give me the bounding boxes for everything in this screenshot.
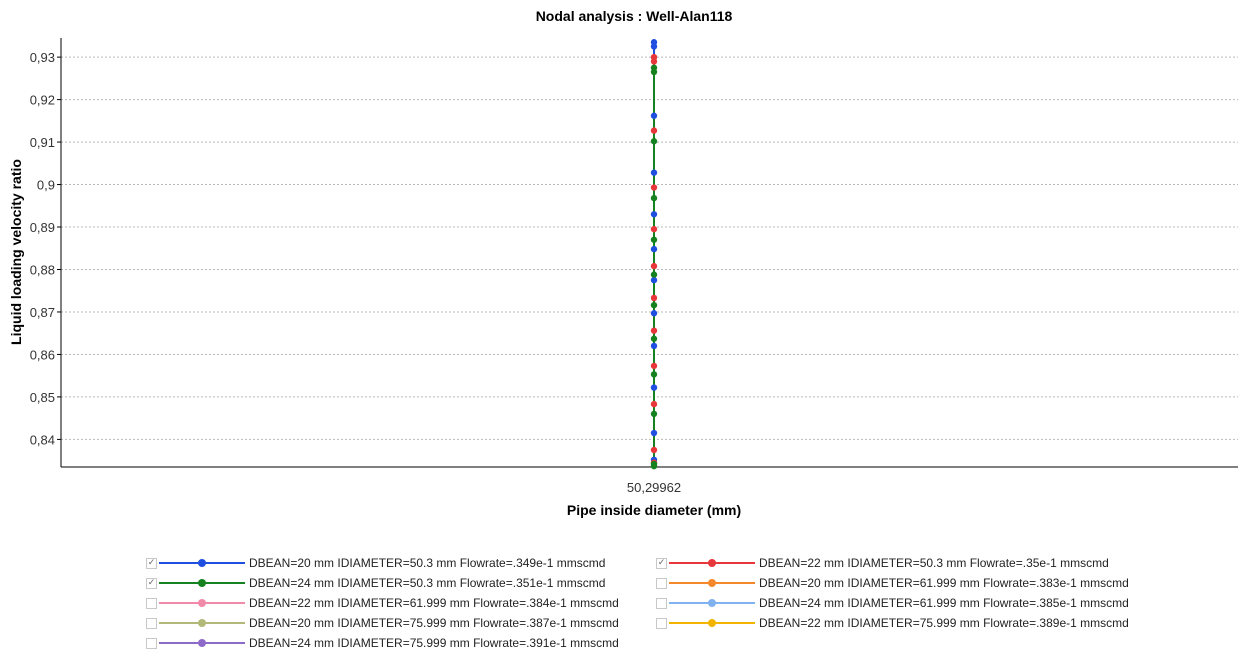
data-point bbox=[650, 400, 658, 408]
data-point bbox=[650, 112, 658, 119]
data-point bbox=[650, 446, 658, 454]
legend-item[interactable]: DBEAN=22 mm IDIAMETER=61.999 mm Flowrate… bbox=[146, 596, 656, 610]
legend-row: DBEAN=20 mm IDIAMETER=75.999 mm Flowrate… bbox=[146, 613, 1146, 633]
data-point bbox=[650, 327, 658, 334]
legend-item[interactable]: DBEAN=20 mm IDIAMETER=75.999 mm Flowrate… bbox=[146, 616, 656, 630]
checkbox-empty-icon[interactable] bbox=[656, 597, 667, 609]
legend: ✓ DBEAN=20 mm IDIAMETER=50.3 mm Flowrate=… bbox=[146, 553, 1146, 653]
legend-item[interactable]: DBEAN=24 mm IDIAMETER=61.999 mm Flowrate… bbox=[656, 596, 1146, 610]
data-point bbox=[650, 429, 658, 437]
data-point bbox=[650, 236, 658, 243]
y-tick-label: 0,91 bbox=[30, 135, 55, 150]
data-point bbox=[650, 211, 658, 218]
legend-item[interactable]: ✓ DBEAN=22 mm IDIAMETER=50.3 mm Flowrate=… bbox=[656, 556, 1146, 570]
legend-label: DBEAN=22 mm IDIAMETER=50.3 mm Flowrate=.… bbox=[759, 556, 1109, 570]
y-tick-label: 0,88 bbox=[30, 262, 55, 277]
data-point bbox=[650, 184, 658, 191]
legend-label: DBEAN=24 mm IDIAMETER=61.999 mm Flowrate… bbox=[759, 596, 1129, 610]
checkbox-empty-icon[interactable] bbox=[146, 617, 157, 629]
legend-label: DBEAN=22 mm IDIAMETER=61.999 mm Flowrate… bbox=[249, 596, 619, 610]
x-tick-label: 50,29962 bbox=[627, 480, 681, 495]
legend-label: DBEAN=22 mm IDIAMETER=75.999 mm Flowrate… bbox=[759, 616, 1129, 630]
data-point bbox=[650, 410, 658, 418]
x-axis-label: Pipe inside diameter (mm) bbox=[567, 502, 741, 518]
data-point bbox=[650, 58, 658, 65]
checkbox-empty-icon[interactable] bbox=[656, 617, 667, 629]
legend-row: DBEAN=24 mm IDIAMETER=75.999 mm Flowrate… bbox=[146, 633, 1146, 653]
y-tick-label: 0,89 bbox=[30, 220, 55, 235]
checkbox-checked-icon[interactable]: ✓ bbox=[146, 557, 157, 569]
data-point bbox=[650, 245, 658, 253]
legend-label: DBEAN=24 mm IDIAMETER=75.999 mm Flowrate… bbox=[249, 636, 619, 650]
legend-swatch-icon bbox=[159, 577, 245, 589]
data-point bbox=[650, 335, 658, 342]
legend-label: DBEAN=20 mm IDIAMETER=61.999 mm Flowrate… bbox=[759, 576, 1129, 590]
data-point bbox=[650, 43, 658, 50]
data-point bbox=[650, 262, 658, 270]
legend-swatch-icon bbox=[669, 557, 755, 569]
data-point bbox=[650, 68, 658, 76]
gridlines bbox=[61, 56, 1238, 440]
data-point bbox=[650, 271, 658, 278]
legend-swatch-icon bbox=[669, 617, 755, 629]
data-point bbox=[650, 194, 658, 202]
y-tick-label: 0,93 bbox=[30, 50, 55, 65]
legend-swatch-icon bbox=[159, 617, 245, 629]
checkbox-checked-icon[interactable]: ✓ bbox=[656, 557, 667, 569]
y-tick-label: 0,92 bbox=[30, 93, 55, 108]
legend-swatch-icon bbox=[669, 597, 755, 609]
data-point bbox=[650, 225, 658, 233]
data-point bbox=[650, 362, 658, 370]
legend-item[interactable]: ✓ DBEAN=20 mm IDIAMETER=50.3 mm Flowrate=… bbox=[146, 556, 656, 570]
legend-item[interactable]: DBEAN=24 mm IDIAMETER=75.999 mm Flowrate… bbox=[146, 636, 656, 650]
data-point bbox=[650, 342, 658, 350]
data-point bbox=[650, 310, 658, 317]
legend-item[interactable]: DBEAN=22 mm IDIAMETER=75.999 mm Flowrate… bbox=[656, 616, 1146, 630]
y-axis-label: Liquid loading velocity ratio bbox=[8, 159, 24, 345]
data-point bbox=[650, 301, 658, 309]
y-tick-label: 0,86 bbox=[30, 347, 55, 362]
data-point bbox=[650, 371, 658, 378]
y-tick-label: 0,9 bbox=[37, 178, 55, 193]
chart-plot: Nodal analysis : Well-Alan118 Liquid loa… bbox=[8, 8, 1238, 518]
y-tick-label: 0,85 bbox=[30, 390, 55, 405]
legend-item[interactable]: DBEAN=20 mm IDIAMETER=61.999 mm Flowrate… bbox=[656, 576, 1146, 590]
y-axis-ticks: 0,84 0,85 0,86 0,87 0,88 0,89 0,9 0,91 0,92 0,93 bbox=[30, 50, 61, 447]
checkbox-empty-icon[interactable] bbox=[656, 577, 667, 589]
checkbox-empty-icon[interactable] bbox=[146, 597, 157, 609]
data-point bbox=[650, 294, 658, 302]
legend-label: DBEAN=24 mm IDIAMETER=50.3 mm Flowrate=.… bbox=[249, 576, 606, 590]
data-point bbox=[650, 127, 658, 134]
series-layer bbox=[650, 39, 658, 470]
legend-row: DBEAN=22 mm IDIAMETER=61.999 mm Flowrate… bbox=[146, 593, 1146, 613]
legend-row: ✓ DBEAN=20 mm IDIAMETER=50.3 mm Flowrate=… bbox=[146, 553, 1146, 573]
legend-label: DBEAN=20 mm IDIAMETER=75.999 mm Flowrate… bbox=[249, 616, 619, 630]
y-tick-label: 0,84 bbox=[30, 432, 55, 447]
legend-item[interactable]: ✓ DBEAN=24 mm IDIAMETER=50.3 mm Flowrate=… bbox=[146, 576, 656, 590]
legend-swatch-icon bbox=[159, 557, 245, 569]
legend-swatch-icon bbox=[159, 637, 245, 649]
legend-label: DBEAN=20 mm IDIAMETER=50.3 mm Flowrate=.… bbox=[249, 556, 606, 570]
legend-swatch-icon bbox=[159, 597, 245, 609]
chart-title: Nodal analysis : Well-Alan118 bbox=[536, 8, 733, 24]
legend-row: ✓ DBEAN=24 mm IDIAMETER=50.3 mm Flowrate=… bbox=[146, 573, 1146, 593]
data-point bbox=[650, 462, 658, 470]
y-tick-label: 0,87 bbox=[30, 305, 55, 320]
checkbox-checked-icon[interactable]: ✓ bbox=[146, 577, 157, 589]
data-point bbox=[650, 169, 658, 176]
legend-swatch-icon bbox=[669, 577, 755, 589]
data-point bbox=[650, 276, 658, 284]
data-point bbox=[650, 138, 658, 145]
data-point bbox=[650, 384, 658, 391]
checkbox-empty-icon[interactable] bbox=[146, 637, 157, 649]
